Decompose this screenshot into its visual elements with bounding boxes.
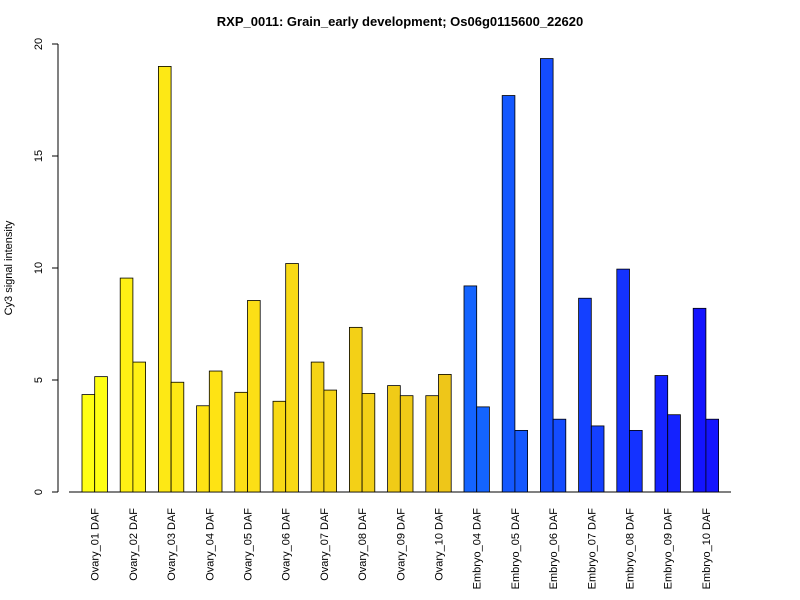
bar-embryo-10-daf-1 [692, 307, 707, 493]
bar-ovary-03-daf-2 [170, 381, 185, 493]
bar-embryo-09-daf-2 [667, 414, 681, 493]
x-tick-label: Ovary_01 DAF [90, 508, 102, 581]
bar-embryo-05-daf-2 [514, 429, 529, 493]
bar-ovary-07-daf-1 [310, 361, 325, 493]
bar-embryo-07-daf-2 [590, 425, 605, 493]
x-tick-label: Ovary_05 DAF [243, 508, 255, 581]
bar-ovary-08-daf-1 [348, 326, 363, 493]
bar-ovary-06-daf-2 [285, 263, 299, 493]
x-tick-label: Embryo_06 DAF [548, 508, 560, 590]
bar-ovary-05-daf-1 [234, 391, 248, 493]
bar-embryo-09-daf-1 [654, 375, 669, 493]
bar-ovary-03-daf-1 [157, 66, 172, 493]
bar-ovary-07-daf-2 [323, 389, 337, 493]
x-tick-label: Ovary_02 DAF [128, 508, 140, 581]
x-tick-label: Embryo_05 DAF [510, 508, 522, 590]
chart-title: RXP_0011: Grain_early development; Os06g… [217, 14, 583, 29]
bar-embryo-08-daf-1 [616, 268, 630, 493]
x-tick-label: Embryo_07 DAF [586, 508, 598, 590]
bar-embryo-04-daf-2 [476, 406, 490, 493]
x-tick-label: Embryo_08 DAF [625, 508, 637, 590]
x-tick-label: Embryo_04 DAF [472, 508, 484, 590]
x-tick-label: Ovary_10 DAF [434, 508, 446, 581]
bar-ovary-09-daf-1 [387, 385, 401, 493]
bar-ovary-01-daf-1 [81, 394, 96, 493]
x-tick-labels: Ovary_01 DAF Ovary_02 DAF Ovary_03 DAF Ovar… [90, 508, 713, 590]
bar-embryo-06-daf-1 [540, 58, 554, 493]
y-tick-label: 15 [33, 150, 45, 162]
bar-ovary-08-daf-2 [361, 393, 376, 493]
bar-ovary-04-daf-1 [196, 405, 210, 493]
y-axis-label: Cy3 signal intensity [3, 220, 15, 315]
x-tick-label: Ovary_06 DAF [281, 508, 293, 581]
y-ticks: 0 5 10 15 20 [33, 38, 58, 495]
x-tick-label: Embryo_09 DAF [663, 508, 675, 590]
y-tick-label: 10 [33, 262, 45, 274]
bar-embryo-05-daf-1 [501, 95, 516, 493]
bar-ovary-04-daf-2 [208, 370, 223, 493]
bar-ovary-06-daf-1 [272, 400, 287, 493]
x-tick-label: Ovary_09 DAF [395, 508, 407, 581]
bar-ovary-01-daf-2 [94, 376, 108, 493]
bars [81, 58, 720, 493]
bar-embryo-06-daf-2 [552, 418, 567, 493]
bar-ovary-10-daf-2 [438, 373, 452, 493]
x-tick-label: Ovary_07 DAF [319, 508, 331, 581]
bar-embryo-08-daf-2 [629, 429, 643, 493]
bar-ovary-02-daf-2 [132, 361, 146, 493]
bar-ovary-10-daf-1 [425, 395, 439, 493]
bar-ovary-09-daf-2 [399, 395, 414, 493]
x-tick-label: Embryo_10 DAF [701, 508, 713, 590]
y-tick-label: 5 [33, 377, 45, 383]
y-tick-label: 0 [33, 489, 45, 495]
bar-embryo-07-daf-1 [578, 297, 592, 493]
x-tick-label: Ovary_04 DAF [204, 508, 216, 581]
bar-ovary-05-daf-2 [247, 300, 261, 493]
bar-ovary-02-daf-1 [119, 277, 134, 493]
bar-embryo-10-daf-2 [705, 418, 720, 493]
y-tick-label: 20 [33, 38, 45, 50]
bar-embryo-04-daf-1 [463, 285, 478, 493]
x-tick-label: Ovary_03 DAF [166, 508, 178, 581]
x-tick-label: Ovary_08 DAF [357, 508, 369, 581]
